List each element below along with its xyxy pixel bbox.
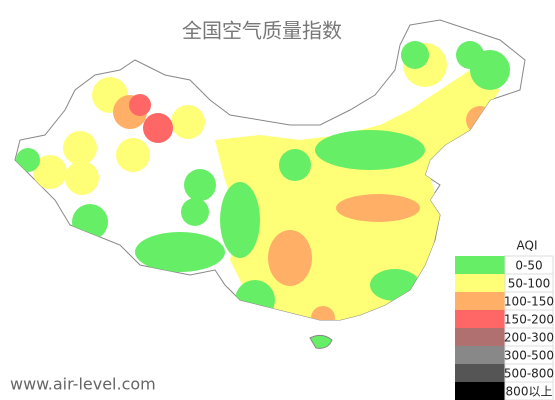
- good-region: [456, 41, 484, 69]
- unhealthy-sensitive-region: [336, 194, 420, 222]
- legend-swatch: [455, 256, 505, 274]
- good-region: [220, 182, 260, 258]
- good-region: [184, 169, 216, 201]
- map-body: [14, 19, 526, 349]
- moderate-region: [63, 131, 97, 165]
- legend-label: 800以上: [506, 385, 553, 399]
- legend-swatch: [455, 364, 505, 382]
- legend-label: 50-100: [508, 277, 551, 291]
- legend-label: 500-800: [504, 367, 554, 381]
- good-region: [135, 232, 225, 272]
- legend-label: 300-500: [504, 349, 554, 363]
- legend-swatch: [455, 274, 505, 292]
- good-region: [279, 149, 311, 181]
- legend-swatch: [455, 346, 505, 364]
- legend-title: AQI: [517, 239, 538, 253]
- island: [309, 334, 333, 349]
- legend-label: 0-50: [515, 259, 542, 273]
- good-region: [72, 204, 108, 240]
- good-region: [315, 130, 425, 170]
- legend-label: 200-300: [504, 331, 554, 345]
- map-title: 全国空气质量指数: [182, 19, 342, 43]
- moderate-region: [171, 105, 205, 139]
- moderate-region: [65, 161, 99, 195]
- good-region: [370, 269, 420, 301]
- legend-swatch: [455, 292, 505, 310]
- moderate-region: [33, 155, 67, 189]
- legend-swatch: [455, 328, 505, 346]
- watermark: www.air-level.com: [10, 375, 156, 394]
- unhealthy-sensitive-region: [311, 306, 335, 320]
- unhealthy-sensitive-region: [268, 230, 312, 286]
- unhealthy-region: [129, 94, 151, 116]
- legend-label-box: [504, 381, 554, 400]
- good-region: [401, 41, 429, 69]
- unhealthy-region: [143, 113, 173, 143]
- legend-label: 150-200: [504, 313, 554, 327]
- legend-swatch: [455, 382, 505, 400]
- good-region: [181, 198, 209, 226]
- moderate-region: [116, 138, 150, 172]
- legend-label: 100-150: [504, 295, 554, 309]
- good-region: [235, 280, 275, 320]
- legend: 0-50 50-100 100-150 150-200 200-300 300-500 50…: [455, 255, 554, 400]
- legend-swatch: [455, 310, 505, 328]
- good-region: [16, 148, 40, 172]
